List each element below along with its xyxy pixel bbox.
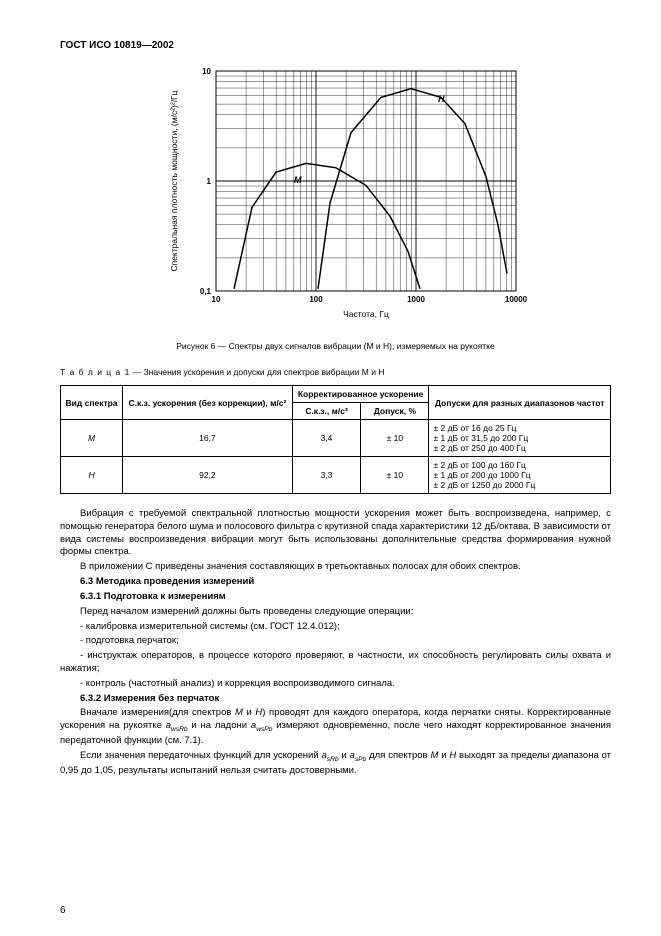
table-row: M16,73,4± 10± 2 дБ от 16 до 25 Гц± 1 дБ … bbox=[61, 420, 611, 457]
text-frag: и bbox=[339, 750, 350, 761]
page-number: 6 bbox=[60, 905, 66, 916]
para-632-a: Вначале измерения(для спектров M и H) пр… bbox=[60, 707, 611, 748]
para: Вибрация с требуемой спектральной плотно… bbox=[60, 508, 611, 559]
table-cell: ± 10 bbox=[361, 457, 429, 494]
symbol-sub: sRb bbox=[327, 756, 339, 763]
para-632-b: Если значения передаточных функций для у… bbox=[60, 750, 611, 778]
list-item: - контроль (частотный анализ) и коррекци… bbox=[60, 678, 611, 691]
th-corrected: Корректированное ускорение bbox=[292, 386, 429, 403]
body-text: Вибрация с требуемой спектральной плотно… bbox=[60, 508, 611, 778]
svg-text:10000: 10000 bbox=[504, 295, 527, 304]
heading-6-3-2: 6.3.2 Измерения без перчаток bbox=[60, 693, 611, 706]
svg-text:1000: 1000 bbox=[407, 295, 425, 304]
symbol-sub: wsRb bbox=[171, 726, 188, 733]
svg-text:10: 10 bbox=[211, 295, 220, 304]
svg-text:0,1: 0,1 bbox=[199, 287, 211, 296]
th-rms: С.к.з. ускорения (без коррекции), м/с² bbox=[123, 386, 293, 420]
table-caption-rest: — Значения ускорения и допуски для спект… bbox=[130, 367, 384, 377]
th-corr-tol: Допуск, % bbox=[361, 403, 429, 420]
table-cell: ± 2 дБ от 16 до 25 Гц± 1 дБ от 31,5 до 2… bbox=[429, 420, 611, 457]
th-corr-rms: С.к.з., м/с² bbox=[292, 403, 361, 420]
text-frag: Если значения передаточных функций для у… bbox=[80, 750, 321, 761]
svg-text:M: M bbox=[294, 175, 302, 185]
svg-text:10: 10 bbox=[202, 67, 211, 76]
spectrum-chart: 101001000100000,1110MHЧастота, ГцСпектра… bbox=[161, 61, 511, 331]
para: В приложении С приведены значения состав… bbox=[60, 561, 611, 574]
table-cell: 3,4 bbox=[292, 420, 361, 457]
table-cell: 3,3 bbox=[292, 457, 361, 494]
svg-text:H: H bbox=[438, 94, 445, 104]
table-cell: ± 2 дБ от 100 до 160 Гц± 1 дБ от 200 до … bbox=[429, 457, 611, 494]
symbol-m: M bbox=[235, 707, 243, 718]
table-caption-prefix: Т а б л и ц а 1 bbox=[60, 367, 130, 377]
th-spectrum: Вид спектра bbox=[61, 386, 123, 420]
symbol-sub: sPb bbox=[355, 756, 366, 763]
text-frag: для спектров bbox=[366, 750, 430, 761]
figure-caption: Рисунок 6 — Спектры двух сигналов вибрац… bbox=[60, 341, 611, 351]
heading-6-3-1: 6.3.1 Подготовка к измерениям bbox=[60, 591, 611, 604]
table-caption: Т а б л и ц а 1 — Значения ускорения и д… bbox=[60, 367, 611, 377]
text-frag: Вначале измерения(для спектров bbox=[80, 707, 235, 718]
text-frag: и bbox=[243, 707, 255, 718]
para: Перед началом измерений должны быть пров… bbox=[60, 606, 611, 619]
symbol-sub: wsPb bbox=[256, 726, 272, 733]
table-cell: ± 10 bbox=[361, 420, 429, 457]
list-item: - подготовка перчаток; bbox=[60, 635, 611, 648]
text-frag: и на ладони bbox=[188, 720, 251, 731]
svg-text:Частота, Гц: Частота, Гц bbox=[343, 309, 389, 319]
spectrum-table: Вид спектра С.к.з. ускорения (без коррек… bbox=[60, 385, 611, 494]
list-item: - инструктаж операторов, в процессе кото… bbox=[60, 650, 611, 676]
svg-text:1: 1 bbox=[206, 177, 211, 186]
table-cell: H bbox=[61, 457, 123, 494]
table-cell: 16,7 bbox=[123, 420, 293, 457]
svg-text:Спектральная плотность мощност: Спектральная плотность мощности, (м/с²)²… bbox=[169, 90, 179, 271]
th-ranges: Допуски для разных диапазонов частот bbox=[429, 386, 611, 420]
table-cell: 92,2 bbox=[123, 457, 293, 494]
table-row: H92,23,3± 10± 2 дБ от 100 до 160 Гц± 1 д… bbox=[61, 457, 611, 494]
svg-text:100: 100 bbox=[309, 295, 323, 304]
table-header-row: Вид спектра С.к.з. ускорения (без коррек… bbox=[61, 386, 611, 403]
list-item: - калибровка измерительной системы (см. … bbox=[60, 621, 611, 634]
doc-header: ГОСТ ИСО 10819—2002 bbox=[60, 40, 611, 51]
table-cell: M bbox=[61, 420, 123, 457]
text-frag: и bbox=[438, 750, 449, 761]
heading-6-3: 6.3 Методика проведения измерений bbox=[60, 576, 611, 589]
